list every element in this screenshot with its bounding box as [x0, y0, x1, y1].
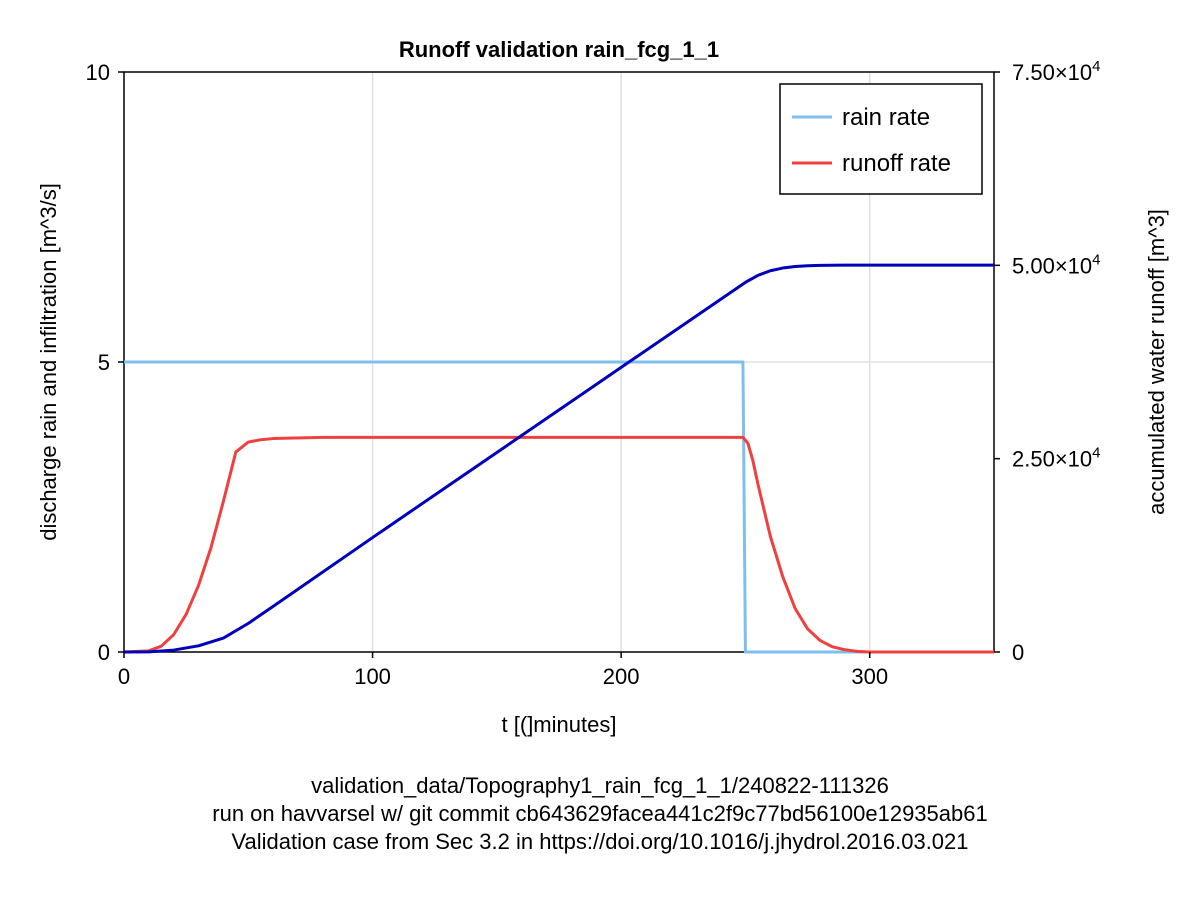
x-axis-label: t [(]minutes] [502, 712, 617, 737]
y-right-tick-label-2: 5.00×104 [1012, 251, 1100, 278]
y-left-tick-label-0: 0 [98, 640, 110, 665]
y-left-tick-label-1: 5 [98, 350, 110, 375]
caption-line-data-path: validation_data/Topography1_rain_fcg_1_1… [311, 773, 889, 798]
chart-title: Runoff validation rain_fcg_1_1 [399, 37, 719, 62]
x-tick-label-2: 200 [603, 664, 640, 689]
x-tick-label-0: 0 [118, 664, 130, 689]
legend: rain rate runoff rate [779, 83, 983, 195]
legend-label-runoff-rate: runoff rate [842, 150, 951, 177]
y-right-tick-label-3: 7.50×104 [1012, 58, 1100, 85]
y-right-tick-label-0: 0 [1012, 640, 1024, 665]
legend-box [779, 83, 983, 195]
x-tick-label-1: 100 [354, 664, 391, 689]
accumulated-runoff-line [123, 263, 994, 654]
runoff-rate-line [123, 435, 994, 654]
rain-rate-line [124, 360, 994, 654]
y-right-tick-label-1: 2.50×104 [1012, 445, 1100, 472]
runoff-chart: 0 100 200 300051002.50×1045.00×1047.50×104 … [36, 37, 1169, 737]
y-right-axis-label: accumulated water runoff [m^3] [1144, 209, 1169, 515]
series-group [123, 263, 994, 654]
x-tick-label-3: 300 [851, 664, 888, 689]
caption-line-reference: Validation case from Sec 3.2 in https://… [231, 829, 969, 854]
y-left-axis-label: discharge rain and infiltration [m^3/s] [36, 183, 61, 541]
caption-block: validation_data/Topography1_rain_fcg_1_1… [0, 772, 1200, 856]
legend-label-rain-rate: rain rate [842, 104, 930, 131]
caption-line-git-commit: run on havvarsel w/ git commit cb643629f… [212, 801, 988, 826]
y-left-tick-label-2: 10 [86, 60, 110, 85]
